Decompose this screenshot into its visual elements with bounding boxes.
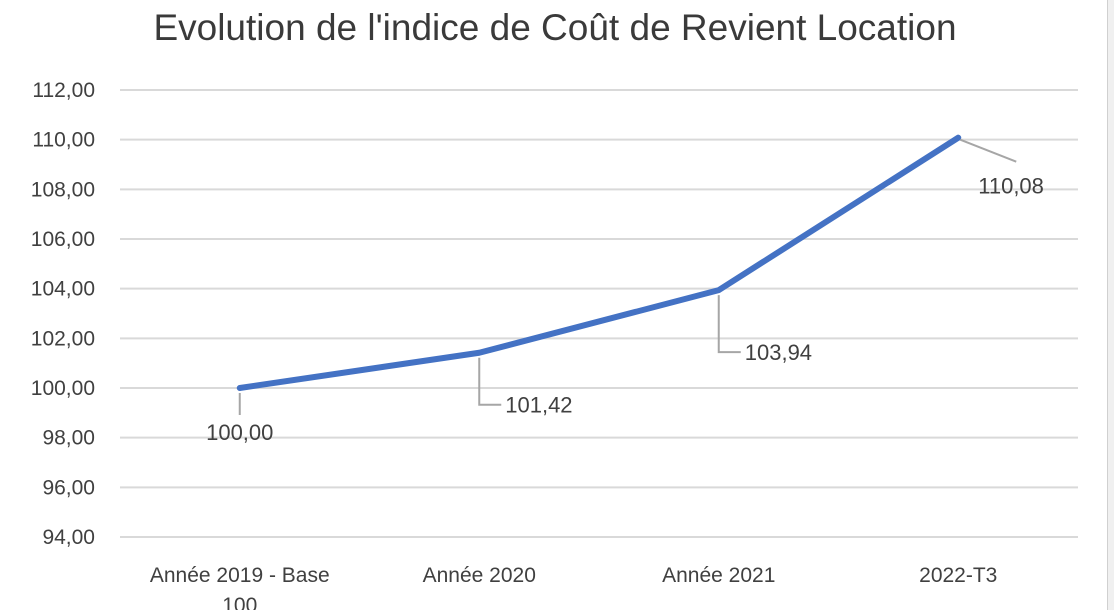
- y-tick-label: 106,00: [31, 228, 95, 251]
- x-tick-label: Année 2021: [662, 564, 775, 587]
- y-tick-label: 102,00: [31, 327, 95, 350]
- series-line: [236, 134, 962, 391]
- data-label: 110,08: [978, 174, 1044, 199]
- gridlines: [120, 89, 1078, 538]
- data-label: 103,94: [745, 340, 812, 365]
- data-label: 100,00: [206, 420, 273, 445]
- leader-line: [959, 138, 1017, 163]
- x-axis-ticks: Année 2019 - Base 100 Année 2020 Année 2021…: [150, 564, 998, 615]
- data-labels: 100,00 101,42 103,94 110,08: [206, 138, 1044, 445]
- leader-line: [478, 357, 502, 406]
- data-label: 101,42: [505, 393, 572, 418]
- y-tick-label: 110,00: [32, 129, 95, 152]
- y-tick-label: 98,00: [42, 427, 95, 450]
- x-tick-label: Année 2019 - Base 100: [150, 564, 330, 610]
- series-layer: [236, 134, 962, 391]
- y-tick-label: 104,00: [31, 278, 95, 301]
- y-tick-label: 112,00: [32, 79, 95, 102]
- y-tick-label: 94,00: [42, 526, 95, 549]
- leader-line: [717, 295, 741, 354]
- chart-title: Evolution de l'indice de Coût de Revient…: [153, 7, 956, 48]
- y-tick-label: 108,00: [31, 178, 95, 201]
- y-tick-label: 96,00: [42, 476, 95, 499]
- window-edge: [1107, 0, 1114, 610]
- y-axis-ticks: 112,00 110,00 108,00 106,00 104,00 102,00 100,…: [31, 79, 95, 549]
- y-tick-label: 100,00: [31, 377, 95, 400]
- x-tick-label: Année 2020: [423, 564, 536, 587]
- x-tick-label: 2022-T3: [919, 564, 997, 587]
